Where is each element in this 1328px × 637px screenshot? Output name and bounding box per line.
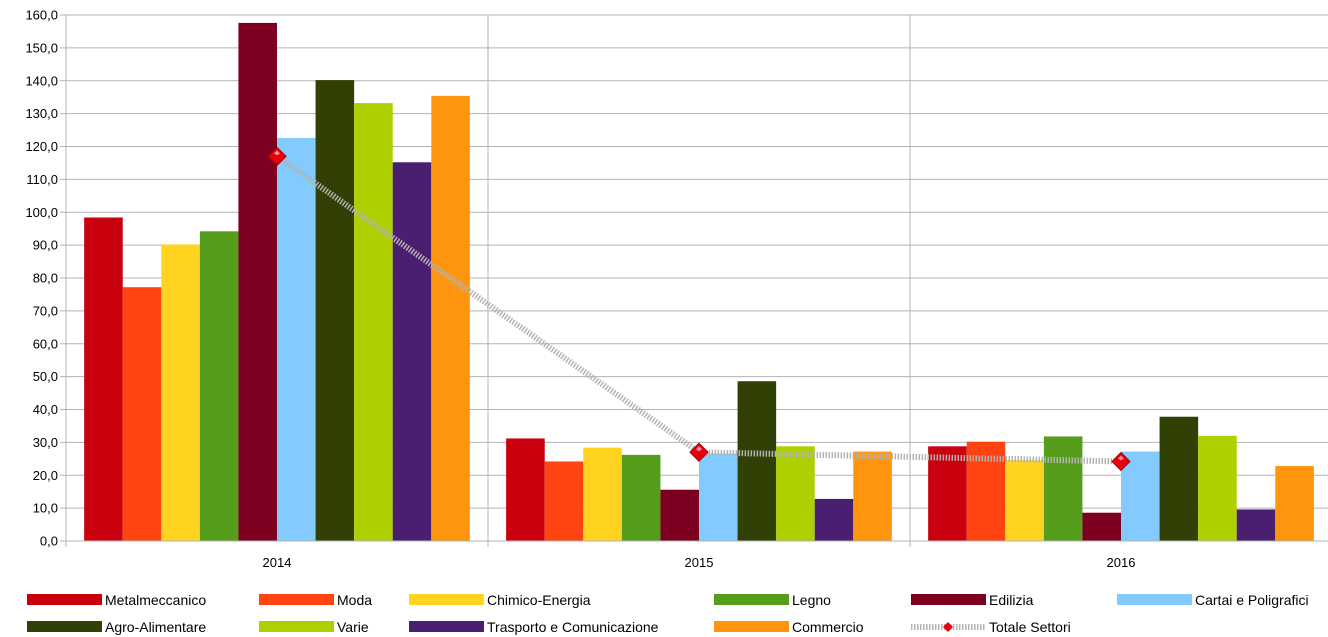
total-line — [267, 146, 1131, 472]
bars — [84, 22, 1314, 541]
legend-swatch-cartai-e-poligrafici — [1117, 594, 1192, 605]
bar-varie — [776, 446, 815, 541]
bar-varie — [1198, 435, 1237, 541]
x-tick-label: 2016 — [1107, 555, 1136, 570]
y-tick-label: 100,0 — [25, 205, 58, 220]
bar-trasporto-e-comunicazione — [392, 162, 432, 541]
y-tick-label: 90,0 — [33, 238, 58, 253]
line-marker-highlight — [696, 446, 702, 452]
legend-label-commercio: Commercio — [792, 619, 864, 635]
y-tick-label: 10,0 — [33, 501, 58, 516]
bar-metalmeccanico — [928, 446, 967, 541]
line-totale-settori — [275, 153, 1122, 465]
y-axis-ticks: 0,0 10,0 20,0 30,0 40,0 50,0 60,0 70,0 80,0 90,0 1… — [25, 8, 58, 549]
legend-swatch-varie — [259, 621, 334, 632]
x-tick-label: 2015 — [685, 555, 714, 570]
bar-metalmeccanico — [84, 217, 123, 541]
legend-swatch-agro-alimentare — [27, 621, 102, 632]
line-marker — [1111, 451, 1131, 472]
y-tick-label: 160,0 — [25, 8, 58, 23]
bar-legno — [621, 454, 661, 541]
legend-swatch-moda — [259, 594, 334, 605]
bar-legno — [199, 231, 239, 541]
bar-legno — [1043, 436, 1083, 541]
line-marker — [689, 442, 709, 462]
y-tick-label: 140,0 — [25, 73, 58, 88]
bar-cartai-e-poligrafici — [277, 137, 316, 541]
legend-swatch-legno — [714, 594, 789, 605]
bar-agro-alimentare — [1159, 416, 1199, 541]
y-tick-label: 110,0 — [26, 172, 58, 187]
legend-label-moda: Moda — [337, 592, 372, 608]
bar-trasporto-e-comunicazione — [814, 498, 854, 541]
legend-label-varie: Varie — [337, 619, 369, 635]
legend: Metalmeccanico Moda Chimico-Energia Legno Ed… — [27, 592, 1309, 635]
y-tick-label: 50,0 — [33, 369, 58, 384]
legend-label-trasporto-e-comunicazione: Trasporto e Comunicazione — [487, 619, 659, 635]
bar-chimico-energia — [1005, 460, 1044, 541]
bar-chimico-energia — [583, 447, 622, 541]
bar-commercio — [853, 451, 892, 541]
bar-edilizia — [1082, 512, 1121, 541]
bar-trasporto-e-comunicazione — [1236, 509, 1276, 541]
y-tick-label: 20,0 — [33, 468, 58, 483]
legend-swatch-chimico-energia — [409, 594, 484, 605]
y-tick-label: 130,0 — [25, 106, 58, 121]
bar-agro-alimentare — [315, 80, 355, 541]
line-marker-highlight — [274, 150, 280, 156]
bar-moda — [122, 287, 162, 541]
bar-moda — [544, 461, 584, 541]
bar-commercio — [431, 95, 470, 541]
legend-label-agro-alimentare: Agro-Alimentare — [105, 619, 206, 635]
y-tick-label: 60,0 — [33, 336, 58, 351]
y-tick-label: 80,0 — [33, 271, 58, 286]
x-tick-label: 2014 — [263, 555, 292, 570]
legend-label-edilizia: Edilizia — [989, 592, 1034, 608]
legend-marker — [943, 622, 953, 632]
y-tick-label: 40,0 — [33, 402, 58, 417]
y-tick-label: 30,0 — [33, 435, 58, 450]
bar-agro-alimentare — [737, 381, 777, 541]
bar-cartai-e-poligrafici — [1121, 451, 1160, 541]
legend-label-legno: Legno — [792, 592, 831, 608]
legend-swatch-edilizia — [911, 594, 986, 605]
bar-chimico-energia — [161, 244, 200, 541]
bar-metalmeccanico — [506, 438, 545, 541]
line-marker-highlight — [1118, 455, 1124, 461]
legend-swatch-metalmeccanico — [27, 594, 102, 605]
legend-label-chimico-energia: Chimico-Energia — [487, 592, 591, 608]
bar-commercio — [1275, 466, 1314, 541]
y-tick-label: 0,0 — [40, 534, 58, 549]
bar-edilizia — [660, 489, 699, 541]
y-tick-label: 120,0 — [25, 139, 58, 154]
x-axis: 2014 2015 2016 — [66, 540, 1328, 570]
bar-varie — [354, 103, 393, 541]
legend-label-metalmeccanico: Metalmeccanico — [105, 592, 206, 608]
bar-edilizia — [238, 22, 277, 541]
legend-label-totale-settori: Totale Settori — [989, 619, 1071, 635]
bar-cartai-e-poligrafici — [699, 453, 738, 541]
legend-swatch-commercio — [714, 621, 789, 632]
y-tick-label: 70,0 — [33, 303, 58, 318]
y-tick-label: 150,0 — [25, 40, 58, 55]
line-marker — [267, 146, 287, 167]
legend-label-cartai-e-poligrafici: Cartai e Poligrafici — [1195, 592, 1309, 608]
legend-swatch-trasporto-e-comunicazione — [409, 621, 484, 632]
